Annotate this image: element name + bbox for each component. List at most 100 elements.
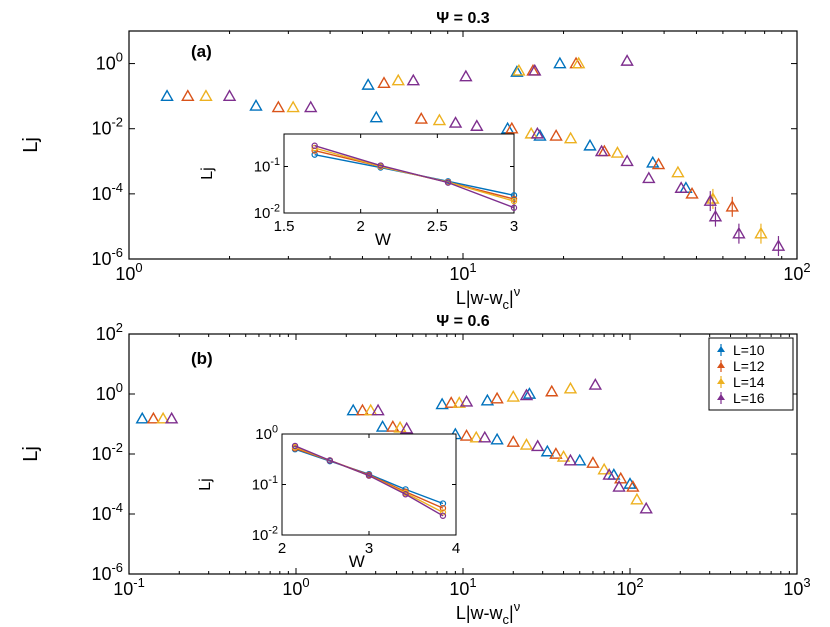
data-point: [369, 110, 383, 123]
tick-base: 10: [449, 579, 469, 599]
data-point: [771, 239, 786, 251]
inset-x-axis-label: W: [375, 230, 391, 249]
data-point: [222, 89, 237, 101]
tick-base: 10: [91, 564, 111, 584]
legend-label: L=10: [733, 342, 765, 358]
legend-label: L=12: [733, 358, 765, 374]
data-point: [478, 430, 492, 443]
data-point: [164, 411, 179, 424]
data-point: [674, 181, 688, 193]
data-point: [406, 73, 421, 86]
legend-marker: [717, 362, 725, 368]
data-point: [528, 63, 542, 76]
legend-label: L=14: [733, 374, 765, 390]
data-point: [371, 403, 385, 416]
y-tick-label: 10-2: [91, 115, 123, 139]
x-tick-label: 10-1: [113, 575, 145, 599]
data-point: [549, 129, 563, 141]
x-label-main: L|w-w: [456, 603, 504, 623]
inset-x-tick-label: 1.5: [274, 218, 295, 235]
series-L=16: [222, 54, 786, 257]
y-tick-label: 10-4: [91, 180, 123, 204]
data-point: [490, 432, 504, 445]
y-axis-label: Lj: [20, 137, 42, 153]
tick-exponent: 2: [636, 575, 643, 590]
legend-marker: [717, 394, 725, 400]
tick-exponent: -1: [268, 474, 278, 486]
data-point: [135, 411, 149, 424]
tick-base: 10: [91, 184, 111, 204]
legend-marker: [717, 378, 725, 384]
series-L=10: [135, 387, 637, 489]
x-label-sup: ν: [514, 599, 521, 614]
inset-y-axis-label: Lj: [197, 478, 214, 490]
tick-base: 10: [254, 205, 271, 222]
series-L=16: [164, 378, 653, 514]
tick-exponent: -2: [111, 115, 123, 130]
tick-exponent: -1: [133, 575, 145, 590]
tick-base: 10: [91, 119, 111, 139]
data-point: [459, 429, 474, 441]
y-axis-label: Lj: [20, 446, 42, 462]
series-L=12: [146, 384, 640, 492]
data-point: [355, 403, 370, 416]
x-tick-label: 102: [783, 260, 810, 284]
tick-base: 10: [252, 527, 269, 544]
data-point: [510, 65, 524, 77]
data-point: [399, 421, 414, 434]
tick-base: 10: [783, 579, 803, 599]
data-point: [286, 100, 300, 113]
data-point: [304, 100, 318, 113]
data-point: [651, 157, 666, 170]
data-point: [556, 449, 571, 462]
data-point: [754, 226, 768, 239]
data-point: [626, 479, 640, 492]
data-point: [146, 411, 161, 424]
inset-y-tick-label: 10-2: [252, 524, 278, 544]
data-point: [506, 389, 520, 402]
data-point: [586, 456, 600, 468]
tick-exponent: -2: [268, 524, 278, 536]
tick-base: 10: [96, 324, 116, 344]
data-point: [469, 430, 483, 443]
data-point: [470, 119, 484, 131]
data-point: [391, 73, 405, 86]
data-point: [199, 89, 213, 101]
series-L=14: [156, 381, 644, 505]
tick-exponent: 0: [135, 260, 142, 275]
data-point: [540, 444, 555, 457]
tick-base: 10: [282, 579, 302, 599]
data-point: [435, 397, 449, 410]
inset-x-tick-label: 2: [356, 218, 364, 235]
tick-base: 10: [252, 477, 269, 494]
tick-base: 10: [91, 444, 111, 464]
x-tick-label: 101: [449, 575, 476, 599]
data-point: [386, 419, 400, 432]
tick-exponent: -4: [111, 500, 123, 515]
x-axis-label: L|w-wc|ν: [456, 599, 520, 627]
tick-base: 10: [91, 504, 111, 524]
data-point: [444, 396, 458, 408]
data-point: [249, 99, 263, 111]
x-tick-label: 100: [282, 575, 309, 599]
series-L=12: [181, 56, 739, 217]
inset-point: [510, 197, 518, 205]
tick-base: 10: [254, 159, 271, 176]
chart-title: Ψ = 0.6: [436, 313, 490, 330]
panel-label: (a): [191, 42, 212, 61]
data-point: [414, 111, 428, 124]
x-label-main: L|w-w: [456, 288, 504, 308]
data-point: [530, 126, 545, 139]
data-point: [512, 63, 526, 76]
inset-point: [377, 162, 384, 169]
x-tick-label: 100: [115, 260, 142, 284]
data-point: [563, 453, 578, 466]
data-point: [506, 435, 520, 447]
tick-exponent: 0: [302, 575, 309, 590]
chart-title: Ψ = 0.3: [436, 10, 490, 27]
data-point: [630, 492, 644, 505]
data-point: [573, 453, 587, 466]
data-point: [646, 155, 660, 168]
